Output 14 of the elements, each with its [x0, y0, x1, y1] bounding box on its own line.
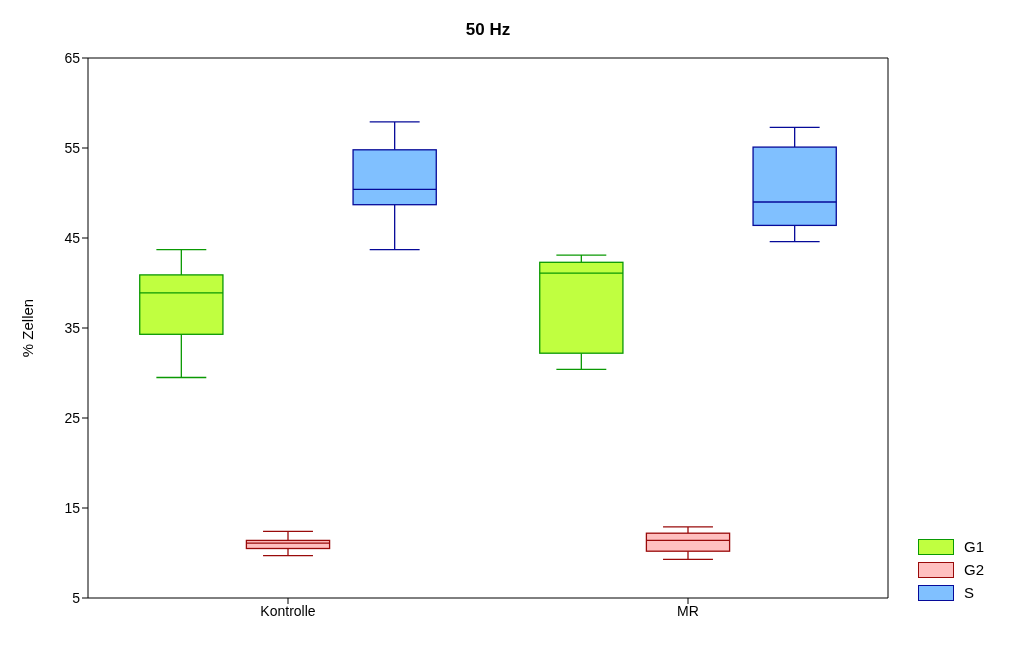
y-tick-label: 45	[64, 229, 81, 246]
x-tick-label: Kontrolle	[260, 602, 316, 619]
legend-label: G1	[964, 538, 985, 555]
y-tick-label: 65	[64, 49, 81, 66]
chart-title: 50 Hz	[464, 20, 512, 40]
y-tick-label: 55	[64, 139, 81, 156]
y-axis-title: % Zellen	[19, 298, 37, 358]
y-tick-label: 5	[72, 589, 81, 606]
x-tick-label: MR	[677, 602, 699, 619]
legend-label: G2	[964, 561, 985, 578]
y-tick-label: 15	[64, 499, 81, 516]
y-tick-label: 35	[64, 319, 81, 336]
y-tick-label: 25	[64, 409, 81, 426]
legend-label: S	[964, 584, 975, 601]
